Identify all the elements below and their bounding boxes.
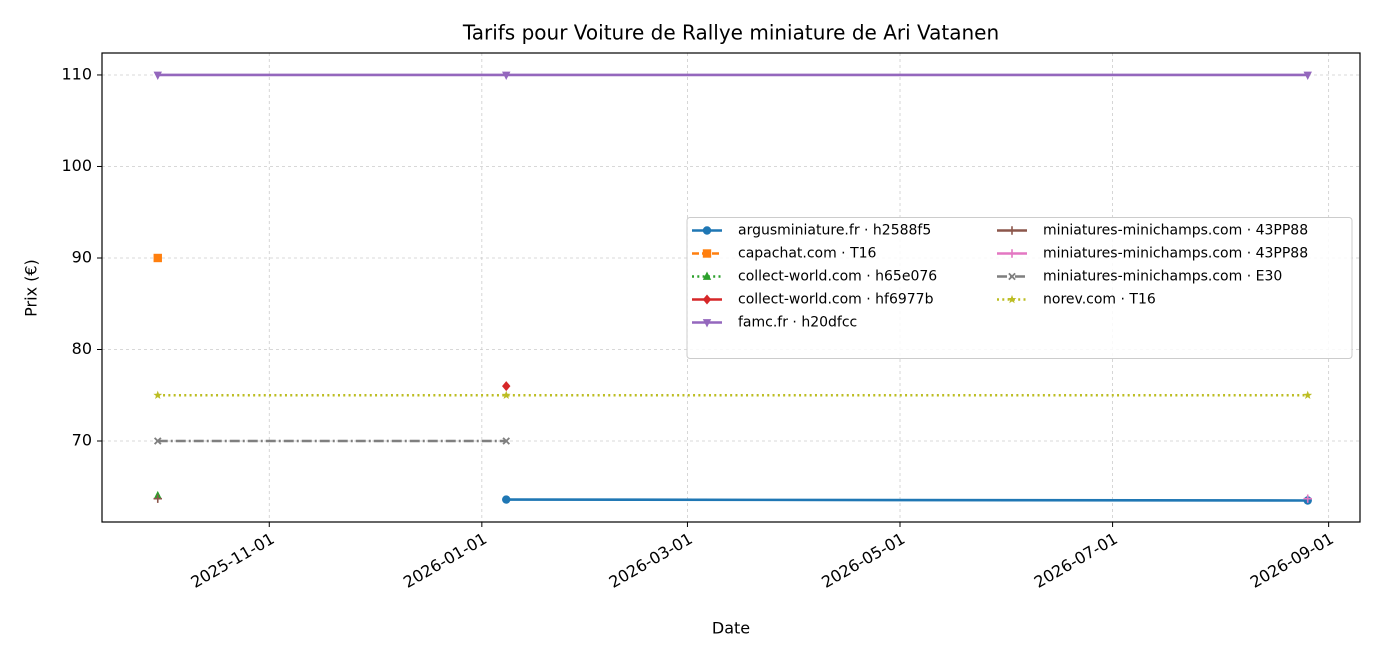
legend-label: capachat.com · T16 — [738, 246, 877, 262]
y-tick-label: 100 — [61, 156, 92, 175]
chart-title: Tarifs pour Voiture de Rallye miniature … — [462, 21, 999, 45]
legend-marker — [702, 319, 712, 328]
data-point — [153, 437, 162, 445]
data-point — [153, 253, 162, 263]
y-axis-label: Prix (€) — [22, 259, 41, 317]
legend-marker — [702, 226, 712, 235]
y-tick-label: 110 — [61, 64, 92, 83]
data-point — [153, 494, 162, 503]
data-point — [153, 71, 162, 81]
legend-label: miniatures-minichamps.com · E30 — [1043, 269, 1282, 285]
legend-label: collect-world.com · h65e076 — [738, 269, 937, 285]
data-point — [502, 495, 511, 504]
y-tick-label: 90 — [72, 247, 92, 266]
y-tick-label: 70 — [72, 431, 92, 450]
y-tick-label: 80 — [72, 339, 92, 358]
legend-marker — [702, 294, 712, 305]
data-point — [501, 390, 511, 399]
legend-label: norev.com · T16 — [1043, 292, 1156, 308]
legend-label: collect-world.com · hf6977b — [738, 292, 934, 308]
legend-label: miniatures-minichamps.com · 43PP88 — [1043, 246, 1308, 262]
x-axis-label: Date — [712, 619, 750, 638]
axes-frame — [101, 52, 1361, 523]
data-point — [1303, 71, 1312, 81]
data-point — [153, 390, 163, 399]
series-line — [506, 498, 1308, 502]
legend-marker — [702, 249, 712, 258]
data-point — [1303, 390, 1313, 399]
legend-box — [686, 217, 1353, 359]
legend-marker — [1007, 294, 1017, 304]
legend-label: argusminiature.fr · h2588f5 — [738, 223, 931, 239]
data-point — [502, 381, 511, 392]
legend-label: miniatures-minichamps.com · 43PP88 — [1043, 223, 1308, 239]
legend-marker — [1007, 249, 1017, 258]
data-point — [502, 71, 511, 81]
legend-marker — [1007, 226, 1017, 235]
legend-label: famc.fr · h20dfcc — [738, 315, 857, 331]
data-point — [1303, 494, 1312, 503]
legend-marker — [1008, 272, 1016, 281]
data-point — [502, 437, 511, 445]
legend-marker — [702, 271, 712, 280]
